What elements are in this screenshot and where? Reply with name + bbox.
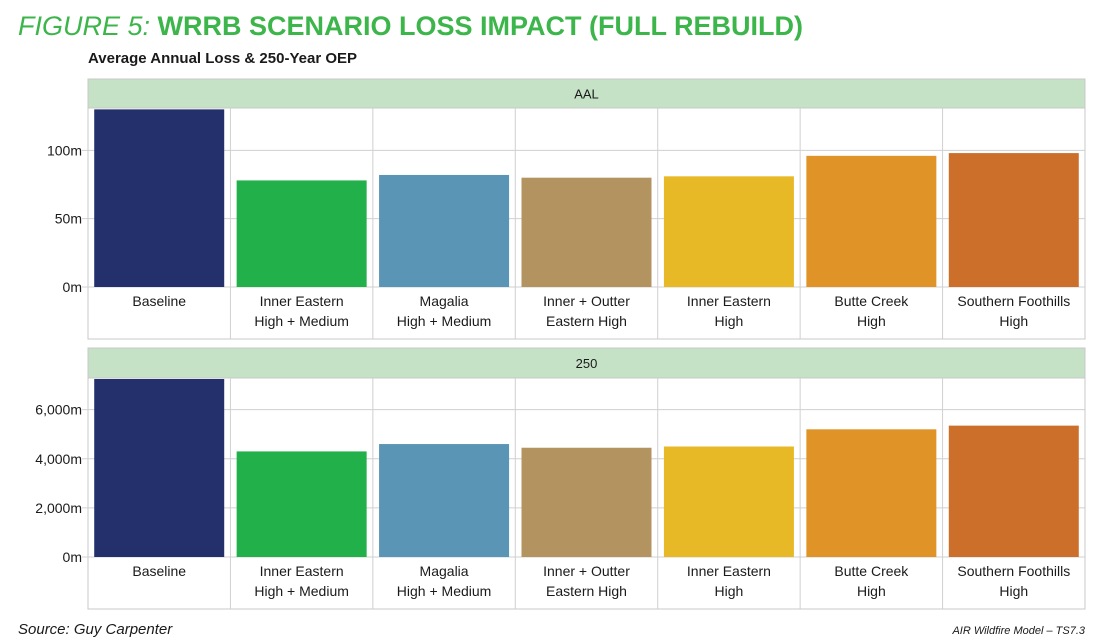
footer-reference: AIR Wildfire Model – TS7.3: [952, 625, 1085, 637]
x-tick-label: High: [999, 583, 1028, 599]
bar: [94, 109, 225, 287]
x-tick-label: High: [999, 313, 1028, 329]
x-tick-label: High + Medium: [254, 583, 349, 599]
x-tick-label: Inner Eastern: [687, 293, 771, 309]
x-tick-label: High: [715, 313, 744, 329]
x-tick-label: Baseline: [132, 293, 186, 309]
x-tick-label: Magalia: [420, 293, 469, 309]
bar: [379, 444, 510, 557]
panel-header: [87, 78, 1086, 109]
panel-header-label: 250: [576, 356, 598, 371]
x-tick-label: Magalia: [420, 563, 469, 579]
x-tick-label: High: [857, 583, 886, 599]
x-tick-label: Southern Foothills: [957, 563, 1070, 579]
x-tick-label: Inner Eastern: [260, 293, 344, 309]
y-tick-label: 0m: [63, 549, 82, 565]
y-tick-label: 50m: [55, 211, 82, 227]
bar: [521, 447, 652, 557]
x-tick-label: High: [857, 313, 886, 329]
chart-panel-aal: AAL 0m 50m 100m Baseline Inner Eastern High + …: [47, 78, 1086, 340]
panel-header: [87, 347, 1086, 379]
source-note: Source: Guy Carpenter: [18, 621, 173, 638]
bar: [94, 378, 225, 557]
panel-header-label: AAL: [574, 87, 599, 102]
x-tick-label: Eastern High: [546, 313, 627, 329]
chart-subtitle: Average Annual Loss & 250-Year OEP: [88, 50, 357, 67]
y-tick-label: 4,000m: [35, 451, 82, 467]
chart-panel-250: 250 0m 2,000m 4,000m 6,000m Baseline Inner Eas…: [35, 347, 1086, 610]
figure-title-main: WRRB SCENARIO LOSS IMPACT (FULL REBUILD): [157, 11, 804, 41]
x-tick-label: Inner + Outter: [543, 563, 630, 579]
chart-canvas: AAL 0m 50m 100m Baseline Inner Eastern High + …: [35, 78, 1086, 610]
x-tick-label: High + Medium: [397, 313, 492, 329]
bar: [663, 446, 794, 557]
x-tick-label: High: [715, 583, 744, 599]
x-tick-label: High + Medium: [397, 583, 492, 599]
x-tick-label: Butte Creek: [834, 293, 909, 309]
y-tick-label: 0m: [63, 279, 82, 295]
x-tick-label: Inner + Outter: [543, 293, 630, 309]
x-tick-label: High + Medium: [254, 313, 349, 329]
x-tick-label: Inner Eastern: [687, 563, 771, 579]
x-tick-label: Eastern High: [546, 583, 627, 599]
y-tick-label: 100m: [47, 142, 82, 158]
x-tick-label: Butte Creek: [834, 563, 909, 579]
x-tick-label: Inner Eastern: [260, 563, 344, 579]
bar: [379, 174, 510, 287]
bar: [236, 180, 367, 287]
bar: [948, 425, 1079, 557]
y-tick-label: 2,000m: [35, 500, 82, 516]
bar: [806, 429, 937, 557]
figure-title-prefix: FIGURE 5:: [18, 11, 151, 41]
bar: [806, 155, 937, 287]
figure-title: FIGURE 5: WRRB SCENARIO LOSS IMPACT (FUL…: [18, 8, 803, 44]
x-tick-label: Southern Foothills: [957, 293, 1070, 309]
bar: [948, 153, 1079, 287]
y-tick-label: 6,000m: [35, 402, 82, 418]
x-tick-label: Baseline: [132, 563, 186, 579]
bar: [236, 451, 367, 557]
bar: [663, 176, 794, 287]
bar: [521, 177, 652, 287]
